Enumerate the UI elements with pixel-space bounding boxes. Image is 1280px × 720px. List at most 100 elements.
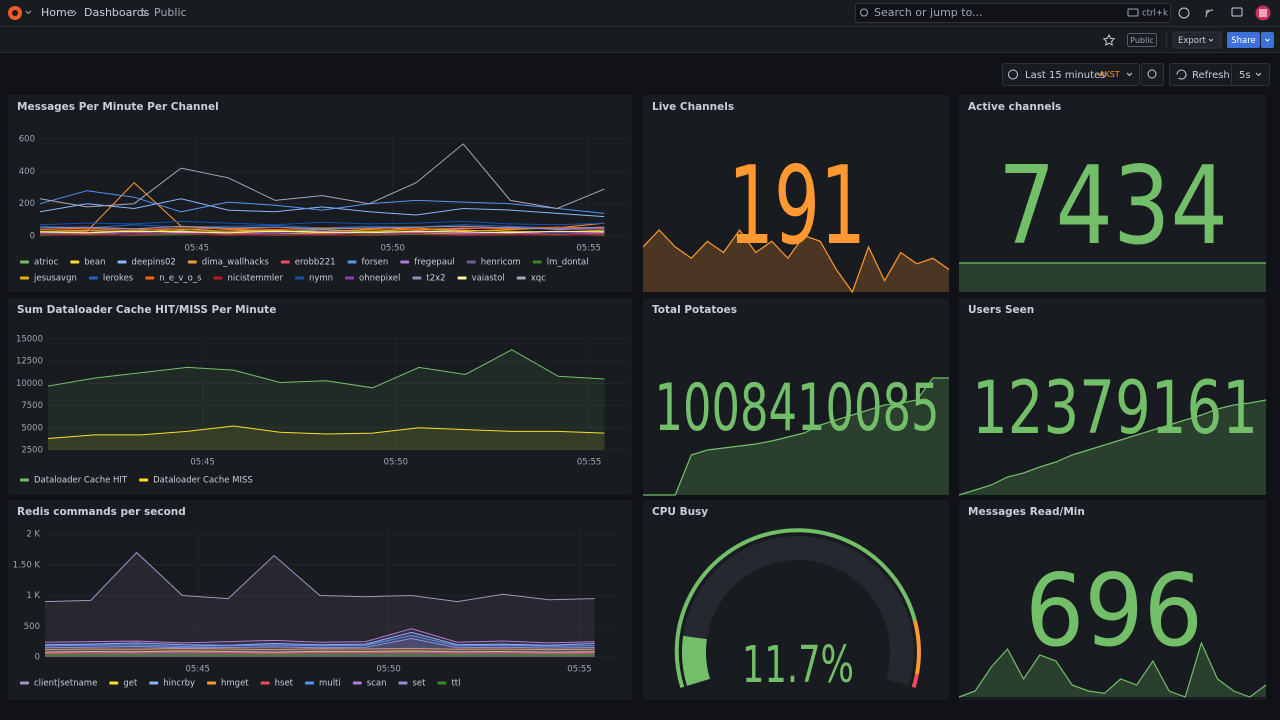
y-tick-label: 400: [19, 167, 35, 177]
y-tick-label: 0: [35, 653, 40, 663]
series-area: [45, 552, 595, 657]
zoom-icon: [1147, 69, 1157, 79]
share-menu[interactable]: [1261, 32, 1274, 48]
x-tick-label: 05:45: [185, 244, 210, 254]
series-line: [44, 651, 595, 654]
legend-item[interactable]: t2x2: [412, 274, 446, 284]
legend-item[interactable]: n_e_v_o_s: [145, 274, 202, 284]
gauge-threshold: [912, 619, 921, 675]
separator: [72, 9, 77, 17]
legend-label: n_e_v_o_s: [159, 274, 202, 284]
kiosk-icon[interactable]: [1231, 7, 1243, 17]
time-range: Last 15 minutes: [1025, 70, 1105, 81]
x-tick-label: 05:45: [190, 458, 215, 468]
legend-item[interactable]: ohnepixel: [345, 274, 400, 284]
panel-title: Sum Dataloader Cache HIT/MISS Per Minute: [17, 304, 276, 316]
legend-item[interactable]: Dataloader Cache MISS: [139, 476, 253, 486]
chevron: [25, 10, 32, 15]
legend-label: client|setname: [34, 679, 97, 689]
legend-item[interactable]: atrioc: [20, 258, 59, 268]
legend-item[interactable]: hmget: [207, 679, 249, 689]
time-picker[interactable]: [1002, 63, 1140, 86]
stat-value: 696: [1025, 552, 1203, 669]
refresh-icon: [1176, 69, 1187, 80]
y-tick-label: 1.50 K: [13, 560, 41, 570]
panel-title: CPU Busy: [652, 506, 708, 518]
legend-item[interactable]: client|setname: [20, 679, 97, 689]
zoom-out-button[interactable]: [1141, 63, 1164, 86]
legend-label: xqc: [531, 274, 546, 284]
legend-item[interactable]: nicistemmler: [213, 274, 284, 284]
legend-label: fregepaul: [414, 258, 455, 268]
breadcrumb[interactable]: Dashboards: [84, 6, 150, 19]
legend-item[interactable]: vaiastol: [457, 274, 505, 284]
legend-item[interactable]: lerokes: [88, 274, 134, 284]
breadcrumb[interactable]: Home: [41, 6, 74, 19]
star-button[interactable]: [1102, 33, 1116, 46]
legend-item[interactable]: forsen: [347, 258, 389, 268]
toolbar: [0, 27, 1280, 52]
gauge-threshold: [674, 528, 917, 688]
series-line: [39, 225, 605, 230]
legend-item[interactable]: get: [109, 679, 138, 689]
share-button[interactable]: [1227, 32, 1260, 48]
search-box[interactable]: [855, 3, 1171, 23]
legend-item[interactable]: multi: [305, 679, 341, 689]
legend-label: dima_wallhacks: [202, 258, 270, 268]
legend-item[interactable]: xqc: [516, 274, 546, 284]
legend-item[interactable]: bean: [70, 258, 106, 268]
logo-hole: [12, 10, 18, 16]
series-line: [44, 551, 595, 603]
y-tick-label: 600: [19, 135, 35, 145]
legend-item[interactable]: henricom: [466, 258, 521, 268]
legend-item[interactable]: lm_dontal: [532, 258, 589, 268]
refresh-picker[interactable]: [1169, 63, 1270, 86]
panel: [959, 500, 1266, 700]
legend-swatch: [20, 276, 29, 280]
time-zone: AKST: [1099, 70, 1120, 79]
panel: [8, 298, 632, 495]
legend-label: nicistemmler: [228, 274, 284, 284]
legend-item[interactable]: deepins02: [117, 258, 176, 268]
export-button[interactable]: [1172, 31, 1222, 49]
legend-swatch: [352, 681, 362, 685]
legend-item[interactable]: hset: [260, 679, 294, 689]
legend-item[interactable]: Dataloader Cache HIT: [20, 476, 128, 486]
legend-item[interactable]: fregepaul: [400, 258, 455, 268]
legend-item[interactable]: ttl: [437, 679, 461, 689]
breadcrumb: Public: [154, 6, 187, 19]
legend-swatch: [139, 478, 149, 482]
y-tick-label: 12500: [16, 357, 43, 367]
legend-swatch: [412, 276, 422, 280]
shortcut: ctrl+k: [1142, 9, 1168, 19]
legend-item[interactable]: erobb221: [280, 258, 336, 268]
legend-item[interactable]: jesusavgn: [20, 274, 77, 284]
legend-label: t2x2: [426, 274, 445, 284]
legend-swatch: [70, 260, 80, 264]
chevron: [1208, 38, 1214, 42]
legend-label: erobb221: [295, 258, 336, 268]
legend-item[interactable]: dima_wallhacks: [187, 258, 270, 268]
refresh-label: Refresh: [1192, 70, 1230, 81]
series-area: [45, 638, 595, 657]
panel-title: Users Seen: [968, 304, 1034, 316]
panel-title: Redis commands per second: [17, 506, 186, 518]
legend-swatch: [398, 681, 408, 685]
y-tick-label: 200: [19, 199, 35, 209]
legend-item[interactable]: scan: [352, 679, 387, 689]
panel: [643, 298, 949, 495]
legend-item[interactable]: hincrby: [149, 679, 195, 689]
legend-item[interactable]: set: [398, 679, 426, 689]
legend-item[interactable]: nymn: [294, 274, 333, 284]
legend-label: vaiastol: [472, 274, 505, 284]
series-line: [44, 647, 595, 651]
chevron: [1126, 72, 1133, 77]
clock-icon: [1008, 69, 1018, 80]
news-icon[interactable]: [1205, 9, 1214, 18]
legend-label: ohnepixel: [359, 274, 400, 284]
export-label: Export: [1178, 36, 1206, 46]
series-line: [47, 349, 605, 389]
legend-label: deepins02: [132, 258, 176, 268]
sparkline-area: [959, 263, 1266, 292]
help-icon[interactable]: [1178, 7, 1190, 19]
